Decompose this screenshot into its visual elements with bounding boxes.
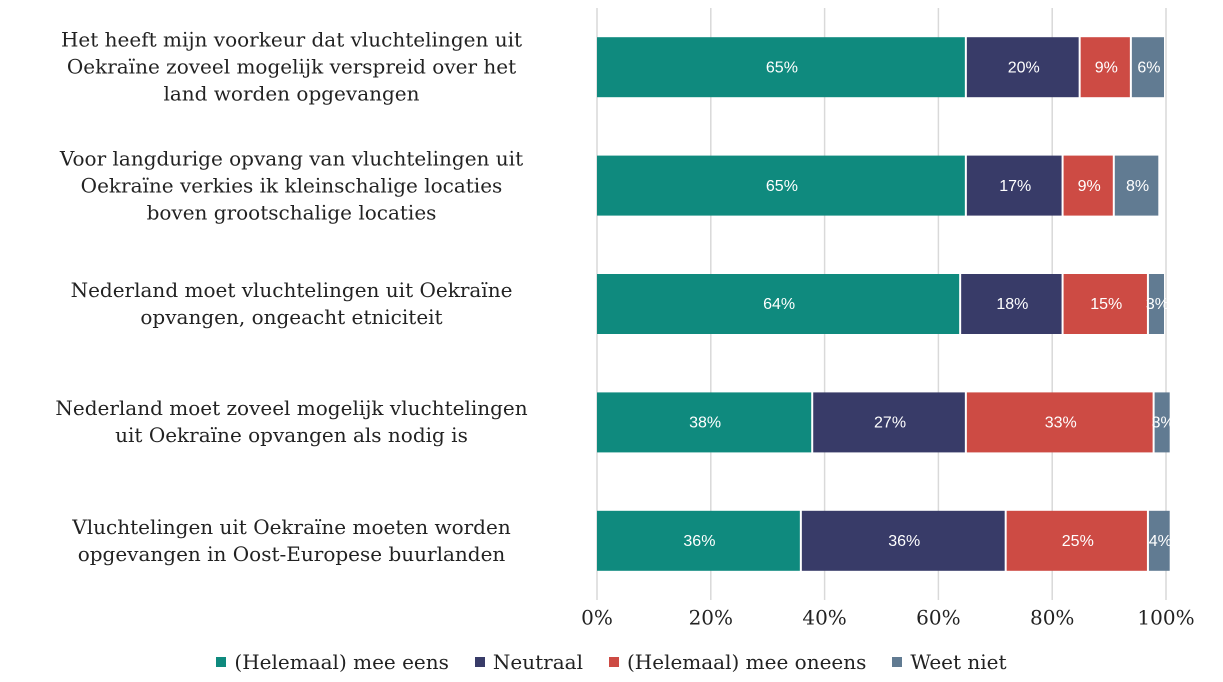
category-label-line: Nederland moet vluchtelingen uit Oekraïn…: [70, 278, 513, 302]
legend-swatch: [608, 657, 619, 667]
legend-item: (Helemaal) mee eens: [216, 650, 449, 674]
x-tick-label: 20%: [689, 606, 733, 630]
bar-segment: [1148, 274, 1164, 334]
category-label-line: Oekraïne verkies ik kleinschalige locati…: [80, 173, 503, 198]
legend-label: Neutraal: [492, 650, 583, 674]
bar-segment: [1154, 392, 1170, 453]
legend: (Helemaal) mee eens Neutraal (Helemaal) me…: [0, 650, 1223, 674]
legend-item: Neutraal: [474, 650, 583, 674]
x-tick-label: 0%: [581, 606, 613, 630]
bar-segment: [801, 510, 1005, 571]
category-label-line: Oekraïne zoveel mogelijk verspreid over …: [66, 54, 517, 79]
bar-segment: [597, 510, 800, 571]
data-label: 9%: [1078, 178, 1101, 195]
data-label: 36%: [683, 533, 715, 550]
category-label: Voor langdurige opvang van vluchtelingen…: [10, 145, 573, 226]
bar-segment: [1006, 510, 1147, 571]
category-label: Het heeft mijn voorkeur dat vluchtelinge…: [10, 27, 573, 108]
category-label-line: Nederland moet zoveel mogelijk vluchteli…: [55, 396, 528, 421]
bar-segment: [597, 155, 965, 216]
category-label-line: opgevangen in Oost-Europese buurlanden: [77, 541, 506, 566]
data-label: 65%: [766, 59, 798, 76]
data-label: 6%: [1137, 59, 1160, 76]
category-label-line: land worden opgevangen: [163, 81, 420, 106]
data-label: 36%: [888, 533, 920, 550]
data-label: 27%: [874, 415, 906, 432]
bar-segment: [813, 392, 965, 453]
bar-segment: [597, 392, 812, 453]
bar-segment: [1148, 510, 1170, 571]
category-label-line: uit Oekraïne opvangen als nodig is: [115, 423, 468, 448]
x-tick-label: 40%: [802, 606, 846, 630]
legend-item: (Helemaal) mee oneens: [608, 650, 867, 674]
bar-segment: [1063, 155, 1113, 216]
category-label: Nederland moet vluchtelingen uit Oekraïn…: [10, 277, 573, 331]
data-label: 4%: [1149, 533, 1172, 550]
legend-item: Weet niet: [892, 650, 1007, 674]
legend-swatch: [216, 657, 227, 667]
legend-label: (Helemaal) mee oneens: [626, 650, 867, 674]
data-label: 64%: [763, 296, 795, 313]
data-label: 33%: [1045, 415, 1077, 432]
legend-label: (Helemaal) mee eens: [234, 650, 449, 674]
bar-segment: [1131, 37, 1164, 98]
x-tick-label: 100%: [1137, 606, 1194, 630]
data-label: 9%: [1095, 59, 1118, 76]
legend-swatch: [892, 657, 903, 667]
x-tick-label: 60%: [916, 606, 960, 630]
bar-segment: [1080, 37, 1130, 98]
category-label-line: Het heeft mijn voorkeur dat vluchtelinge…: [60, 27, 523, 52]
bar-segment: [1063, 274, 1147, 334]
data-label: 8%: [1126, 178, 1149, 195]
bar-segment: [1114, 155, 1159, 216]
category-label: Nederland moet zoveel mogelijk vluchteli…: [10, 395, 573, 449]
x-tick-label: 80%: [1030, 606, 1074, 630]
bar-segment: [597, 274, 960, 334]
data-label: 15%: [1090, 296, 1122, 313]
data-label: 25%: [1062, 533, 1094, 550]
category-label-line: boven grootschalige locaties: [146, 200, 437, 225]
bar-segment: [597, 37, 965, 98]
data-label: 18%: [996, 296, 1028, 313]
bar-segment: [966, 37, 1079, 98]
bar-segment: [961, 274, 1062, 334]
category-label: Vluchtelingen uit Oekraïne moeten worden…: [10, 514, 573, 568]
data-label: 3%: [1146, 296, 1169, 313]
data-label: 3%: [1152, 415, 1175, 432]
legend-label: Weet niet: [910, 650, 1007, 674]
data-label: 20%: [1008, 59, 1040, 76]
category-label-line: opvangen, ongeacht etniciteit: [140, 305, 443, 329]
data-label: 17%: [999, 178, 1031, 195]
category-label-line: Voor langdurige opvang van vluchtelingen…: [59, 146, 524, 171]
legend-swatch: [474, 657, 485, 667]
bar-segment: [966, 155, 1062, 216]
category-label-line: Vluchtelingen uit Oekraïne moeten worden: [72, 514, 511, 539]
bar-segment: [966, 392, 1153, 453]
data-label: 38%: [689, 415, 721, 432]
data-label: 65%: [766, 178, 798, 195]
